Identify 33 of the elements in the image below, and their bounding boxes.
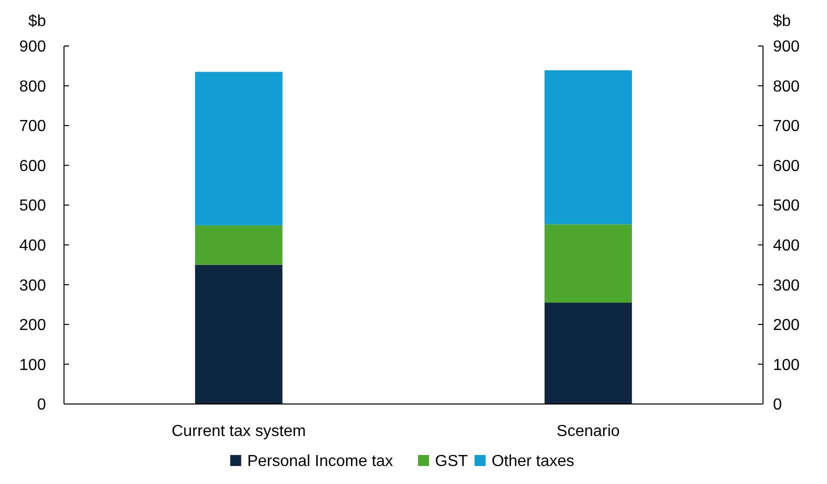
y2-tick-label: 100 <box>773 356 800 374</box>
bar <box>195 264 282 404</box>
y2-tick-label: 800 <box>773 78 800 96</box>
y-tick-label: 800 <box>19 78 46 96</box>
y-tick-label: 400 <box>19 237 46 254</box>
y2-tick-label: 0 <box>773 396 782 414</box>
legend-label: Personal Income tax <box>247 453 394 470</box>
x-tick-label: Scenario <box>556 423 620 440</box>
y2-tick-label: 300 <box>773 277 800 294</box>
y-tick-label: 100 <box>19 356 46 374</box>
y2-tick-label: 500 <box>773 198 800 215</box>
y-tick-label: 900 <box>19 38 46 56</box>
y-tick-label: 300 <box>19 277 46 294</box>
y-tick-label: 600 <box>19 158 46 175</box>
y2-tick-label: 900 <box>773 38 800 56</box>
bar <box>544 224 632 303</box>
y-tick-label: 0 <box>37 396 46 414</box>
x-tick-label: Current tax system <box>172 423 306 440</box>
y-axis-title: $b <box>28 13 46 30</box>
bar <box>195 225 282 265</box>
y2-axis-title: $b <box>773 13 791 30</box>
y2-tick-label: 600 <box>773 158 800 175</box>
bar <box>544 70 632 224</box>
y-tick-label: 500 <box>19 198 46 215</box>
y2-tick-label: 200 <box>773 317 800 334</box>
bar <box>195 72 282 226</box>
y-tick-label: 200 <box>19 317 46 334</box>
legend-label: GST <box>435 453 468 470</box>
legend-label: Other taxes <box>492 453 574 470</box>
y-tick-label: 700 <box>19 118 46 136</box>
bar <box>544 302 632 404</box>
y2-tick-label: 400 <box>773 237 800 254</box>
y2-tick-label: 700 <box>773 118 800 136</box>
